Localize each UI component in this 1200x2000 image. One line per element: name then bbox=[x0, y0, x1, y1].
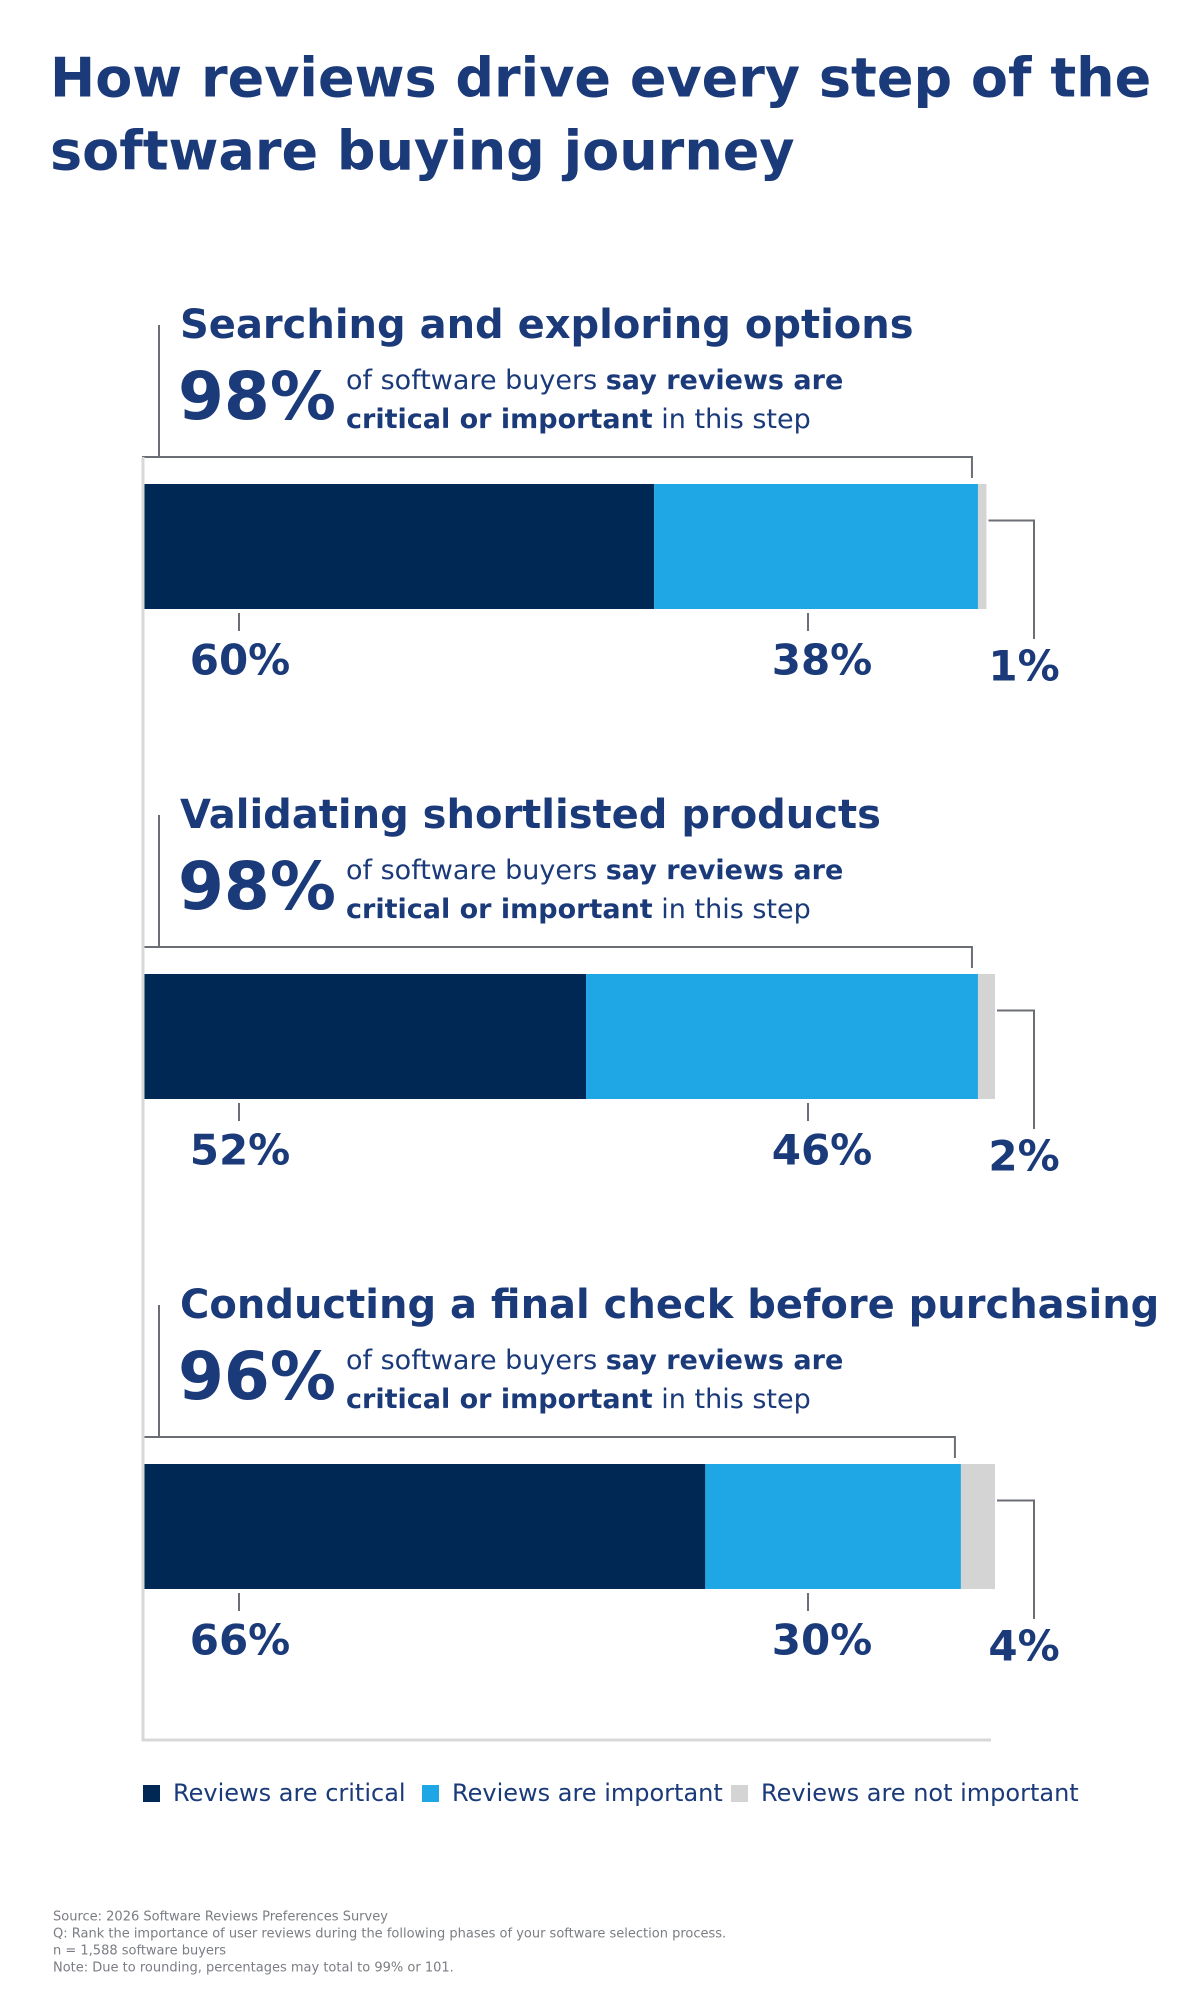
statement-line: critical or important in this step bbox=[346, 1384, 811, 1415]
footnote: n = 1,588 software buyers bbox=[53, 1944, 226, 1959]
statement-part: say reviews are bbox=[606, 365, 844, 396]
title-line: software buying journey bbox=[50, 120, 795, 183]
statement-line: of software buyers say reviews are bbox=[346, 365, 843, 396]
statement-part: in this step bbox=[653, 894, 811, 925]
bar-segment bbox=[705, 1464, 961, 1589]
footnote: Q: Rank the importance of user reviews d… bbox=[53, 1927, 726, 1942]
connector bbox=[997, 1499, 1035, 1619]
value-label: 52% bbox=[190, 1126, 291, 1175]
legend-label: Reviews are critical bbox=[173, 1779, 406, 1807]
connector bbox=[988, 519, 1035, 639]
statement-part: critical or important bbox=[346, 1384, 653, 1415]
bar-segment bbox=[143, 1464, 706, 1589]
bar-segment bbox=[654, 484, 978, 609]
legend-swatch bbox=[143, 1785, 160, 1802]
statement-part: of software buyers bbox=[346, 1345, 606, 1376]
statement-part: say reviews are bbox=[606, 855, 844, 886]
bar-segment bbox=[977, 974, 995, 1099]
bar-segment bbox=[960, 1464, 995, 1589]
statement-line: of software buyers say reviews are bbox=[346, 1345, 843, 1376]
highlight-value: 98% bbox=[178, 358, 336, 435]
statement-line: critical or important in this step bbox=[346, 404, 811, 435]
statement-line: critical or important in this step bbox=[346, 894, 811, 925]
connector bbox=[997, 1009, 1035, 1129]
bar-segment bbox=[977, 484, 987, 609]
statement-part: of software buyers bbox=[346, 855, 606, 886]
statement-part: in this step bbox=[653, 404, 811, 435]
bar-segment bbox=[586, 974, 978, 1099]
value-label: 4% bbox=[988, 1622, 1059, 1671]
axis-line bbox=[141, 457, 991, 1742]
statement-part: critical or important bbox=[346, 404, 653, 435]
statement-line: of software buyers say reviews are bbox=[346, 855, 843, 886]
value-label: 66% bbox=[190, 1616, 291, 1665]
statement-part: say reviews are bbox=[606, 1345, 844, 1376]
legend-swatch bbox=[422, 1785, 439, 1802]
footnote: Note: Due to rounding, percentages may t… bbox=[53, 1961, 454, 1976]
value-label: 46% bbox=[772, 1126, 873, 1175]
highlight-value: 96% bbox=[178, 1338, 336, 1415]
value-label: 30% bbox=[772, 1616, 873, 1665]
statement-part: of software buyers bbox=[346, 365, 606, 396]
statement-part: critical or important bbox=[346, 894, 653, 925]
value-label: 38% bbox=[772, 636, 873, 685]
legend-swatch bbox=[731, 1785, 748, 1802]
bar-segment bbox=[143, 484, 655, 609]
statement-part: in this step bbox=[653, 1384, 811, 1415]
value-label: 1% bbox=[988, 642, 1059, 691]
legend-label: Reviews are important bbox=[452, 1779, 723, 1807]
value-label: 2% bbox=[988, 1132, 1059, 1181]
value-label: 60% bbox=[190, 636, 291, 685]
step-title: Conducting a final check before purchasi… bbox=[180, 1282, 1159, 1328]
footnote: Source: 2026 Software Reviews Preference… bbox=[53, 1910, 388, 1925]
bar-segment bbox=[143, 974, 587, 1099]
legend-label: Reviews are not important bbox=[761, 1779, 1079, 1807]
title-line: How reviews drive every step of the bbox=[50, 47, 1151, 110]
highlight-value: 98% bbox=[178, 848, 336, 925]
step-title: Validating shortlisted products bbox=[180, 792, 881, 838]
step-title: Searching and exploring options bbox=[180, 302, 914, 348]
